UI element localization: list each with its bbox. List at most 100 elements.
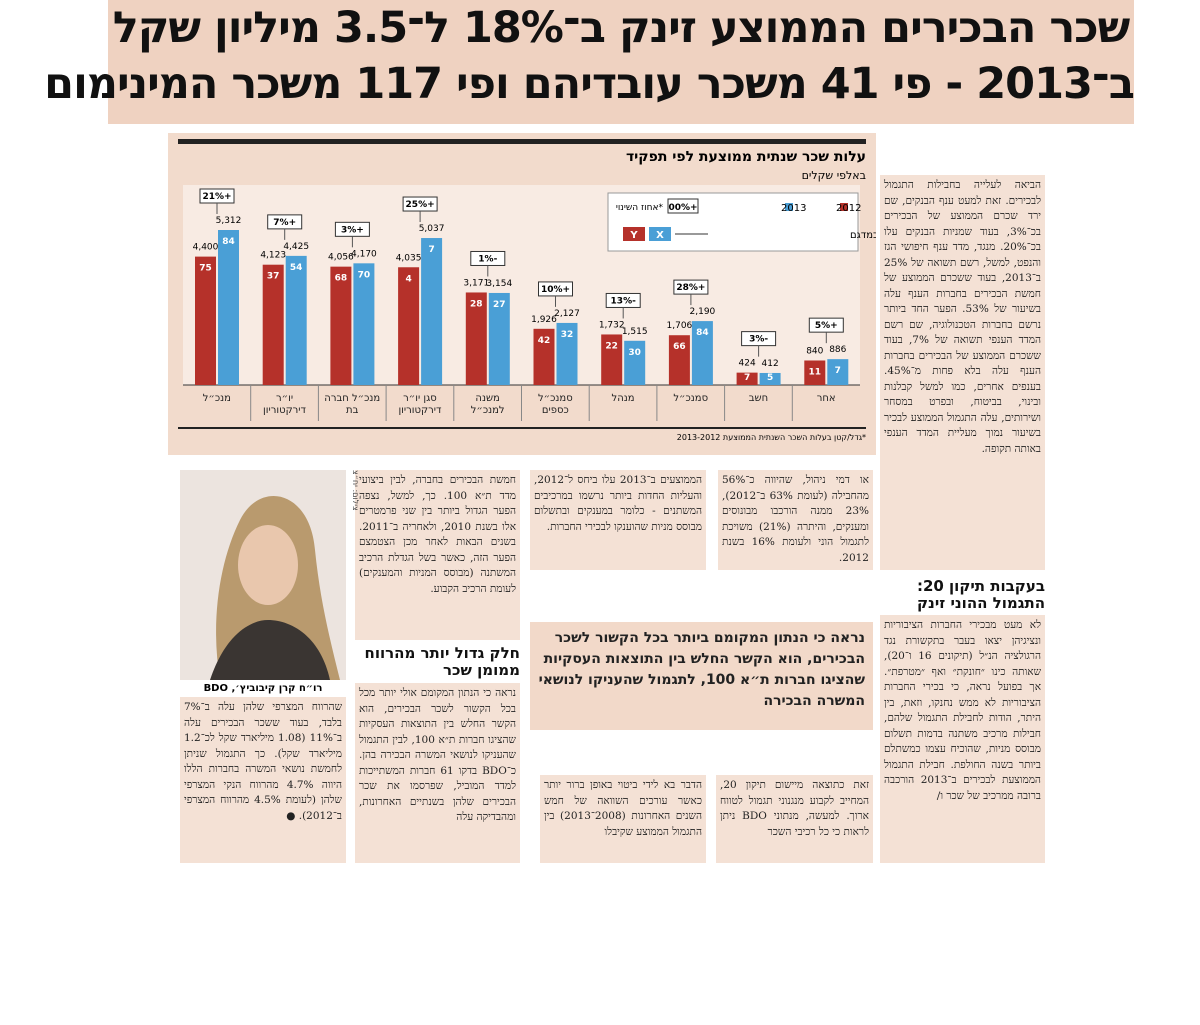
value-label: 4,035 xyxy=(396,253,422,263)
footnote: *גדל/קטן בעלות השכר השנתית הממוצעת 2013-… xyxy=(677,433,866,442)
article-column: שהרווח המצרפי שלהן עלה ב־7% בלבד, בעוד ש… xyxy=(180,697,346,863)
change-label: -13% xyxy=(611,296,637,306)
legend-count-swatch xyxy=(623,227,645,241)
bar xyxy=(556,322,578,385)
chart-title: עלות שכר שנתית ממוצעת לפי תפקיד xyxy=(626,149,866,165)
chart-subtitle: באלפי שקלים xyxy=(802,169,866,182)
x-tick-label: סגן יו״ר דירקטוריון xyxy=(398,393,442,416)
change-box xyxy=(741,331,777,347)
headline: שכר הבכירים הממוצע זינק ב־18% ל־3.5 מילי… xyxy=(44,0,1135,124)
count-label: 68 xyxy=(335,274,348,284)
article-column: נראה כי הנתון המקומם אולי יותר מכל בכל ה… xyxy=(355,683,520,863)
bar xyxy=(804,360,826,385)
change-box xyxy=(267,214,303,230)
count-label: 54 xyxy=(290,263,303,273)
article-column: הממוצעים ב־2013 עלו ביחס ל־2012, והעליות… xyxy=(530,470,706,570)
value-label: 4,170 xyxy=(351,249,377,259)
count-label: 7 xyxy=(744,373,750,383)
chart: עלות שכר שנתית ממוצעת לפי תפקיד באלפי שקל… xyxy=(168,133,876,455)
x-tick-label: יו״ר דירקטוריון xyxy=(263,393,307,416)
x-tick-label: מנכ״ל xyxy=(202,393,231,404)
x-tick-label: סמנכ״ל xyxy=(673,393,709,404)
bar xyxy=(736,372,758,385)
article-column: זאת כתוצאה מיישום תיקון 20, המחייב לקבוע… xyxy=(716,775,873,863)
legend: 2012 Y 2013 X +00% אחוז השינוי* מספר בעלי תפקי… xyxy=(607,192,876,252)
count-label: 37 xyxy=(267,272,280,282)
value-label: 1,515 xyxy=(622,327,648,337)
change-box xyxy=(538,281,573,297)
legend-frame xyxy=(607,192,859,252)
bar xyxy=(827,359,849,385)
top-rule xyxy=(178,139,866,144)
change-label: -1% xyxy=(478,254,497,264)
article-column: הדבר בא לידי ביטוי באופן ברור יותר כאשר … xyxy=(540,775,706,863)
headline-line: ב־2013 - פי 41 משכר עובדיהם ופי 117 משכר… xyxy=(44,59,1135,109)
count-label: 7 xyxy=(835,366,841,376)
value-label: 840 xyxy=(806,346,823,356)
pull-quote: נראה כי הנתון המקומם ביותר בכל הקשור לשכ… xyxy=(530,622,873,730)
count-label: 42 xyxy=(538,336,551,346)
legend-count-label: מספר בעלי תפקיד במדגם xyxy=(850,230,876,241)
count-label: 28 xyxy=(470,299,483,309)
count-label: 11 xyxy=(809,367,822,377)
value-label: 3,154 xyxy=(486,279,512,289)
change-label: +25% xyxy=(406,200,435,210)
legend-swatch xyxy=(840,203,848,211)
legend-change-label: אחוז השינוי* xyxy=(616,203,664,213)
bar xyxy=(624,340,646,385)
legend-change-box xyxy=(667,198,699,214)
photo: צילום: יח״צ רו״ח קרן קיבוביץ׳, BDO xyxy=(180,470,360,694)
x-tick-label: מנכ״ל חברה בת xyxy=(324,393,381,416)
value-label: 2,127 xyxy=(554,309,580,319)
x-tick-label: משנה למנכ״ל xyxy=(470,393,505,416)
count-label: 32 xyxy=(561,330,574,340)
bar xyxy=(285,255,307,385)
article-column: הביאה לעלייה בחבילות התגמול לבכירים. זאת… xyxy=(880,175,1045,570)
chart-svg: עלות שכר שנתית ממוצעת לפי תפקיד באלפי שקל… xyxy=(178,139,876,442)
bar xyxy=(330,266,352,385)
photo-drawing xyxy=(180,470,346,680)
legend-change-sample: +00% xyxy=(668,203,697,213)
bar xyxy=(421,238,443,385)
bar xyxy=(691,321,713,385)
value-label: 1,706 xyxy=(667,321,693,331)
subheading: חלק גדול יותר מהרווח ממומן שכר xyxy=(364,644,520,679)
count-label: 30 xyxy=(628,348,641,358)
change-label: +10% xyxy=(541,285,570,295)
bar xyxy=(353,263,375,385)
bar xyxy=(488,292,510,385)
count-label: 75 xyxy=(199,264,212,274)
count-label: 7 xyxy=(428,245,434,255)
x-tick-label: סמנכ״ל כספים xyxy=(537,393,573,416)
count-label: 84 xyxy=(222,237,235,247)
value-label: 4,425 xyxy=(283,242,309,252)
value-label: 5,312 xyxy=(216,216,242,226)
value-label: 412 xyxy=(762,359,779,369)
legend-label: 2012 xyxy=(836,203,861,214)
value-label: 4,123 xyxy=(260,251,286,261)
photo-credit: צילום: יח״צ xyxy=(351,470,360,511)
article-column: חמשת הבכירים בחברה, לבין ביצועי מדד ת״א … xyxy=(355,470,520,640)
change-label: +21% xyxy=(202,192,231,202)
x-tick-label: מנהל xyxy=(611,393,635,404)
count-label: 84 xyxy=(696,328,709,338)
value-label: 2,190 xyxy=(690,307,716,317)
subheading: בעקבות תיקון 20: התגמול ההוני זינק xyxy=(916,577,1045,612)
x-tick-label: אחר xyxy=(816,393,836,404)
value-label: 4,400 xyxy=(193,243,219,253)
legend-swatch xyxy=(785,203,793,211)
value-label: 424 xyxy=(739,359,756,369)
legend-label: 2013 xyxy=(781,203,806,214)
article-column: או דמי ניהול, שהיווה כ־56% מהחבילה (לעומ… xyxy=(718,470,873,570)
bar xyxy=(195,256,216,385)
bar xyxy=(668,335,690,385)
bar xyxy=(398,267,420,385)
bar xyxy=(533,328,555,385)
legend-count-sample: Y xyxy=(629,230,638,241)
article-column: לא מעט מבכירי החברות הציבוריות ונציגיהן … xyxy=(880,615,1045,863)
bar xyxy=(465,292,487,385)
value-label: 1,926 xyxy=(531,315,557,325)
legend-count-swatch xyxy=(649,227,671,241)
count-label: 70 xyxy=(358,270,371,280)
